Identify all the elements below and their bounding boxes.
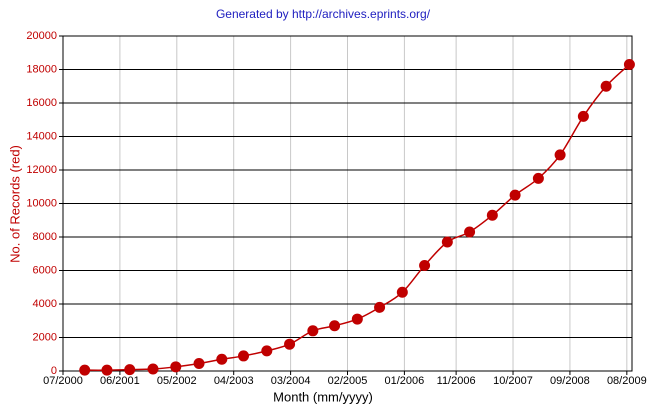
- x-tick-label: 02/2005: [328, 375, 368, 387]
- data-point: [554, 149, 566, 161]
- data-point: [351, 313, 363, 325]
- data-point: [147, 363, 159, 375]
- y-tick-label: 18000: [26, 63, 57, 75]
- y-tick-label: 0: [51, 365, 57, 377]
- x-tick-label: 07/2000: [43, 375, 83, 387]
- plot-frame: [62, 35, 633, 372]
- data-point: [396, 286, 408, 298]
- data-point: [600, 80, 612, 92]
- data-point: [238, 350, 250, 362]
- data-point: [441, 236, 453, 248]
- x-tick-label: 09/2008: [550, 375, 590, 387]
- data-point: [623, 58, 635, 70]
- x-tick-label: 03/2004: [271, 375, 311, 387]
- data-point: [79, 364, 91, 376]
- data-point: [170, 361, 182, 373]
- x-tick-label: 01/2006: [385, 375, 425, 387]
- y-tick-label: 4000: [33, 298, 57, 310]
- x-axis-label: Month (mm/yyyy): [273, 389, 373, 404]
- data-point: [261, 345, 273, 357]
- data-point: [193, 357, 205, 369]
- data-point: [124, 364, 136, 376]
- y-tick-label: 10000: [26, 197, 57, 209]
- x-tick-label: 05/2002: [157, 375, 197, 387]
- x-tick-label: 11/2006: [437, 375, 476, 387]
- data-point: [329, 320, 341, 332]
- data-point: [509, 189, 521, 201]
- y-tick-label: 2000: [33, 331, 57, 343]
- x-tick-label: 10/2007: [493, 375, 533, 387]
- y-axis-label: No. of Records (red): [7, 145, 22, 263]
- y-tick-label: 12000: [26, 164, 57, 176]
- data-point: [307, 325, 319, 337]
- data-point: [464, 226, 476, 238]
- y-tick-label: 20000: [26, 30, 57, 42]
- data-point: [486, 209, 498, 221]
- data-point: [374, 301, 386, 313]
- y-tick-label: 16000: [26, 97, 57, 109]
- data-point: [419, 259, 431, 271]
- data-point: [284, 338, 296, 350]
- chart-title: Generated by http://archives.eprints.org…: [216, 7, 431, 21]
- data-point: [532, 172, 544, 184]
- data-point: [101, 364, 113, 376]
- y-tick-label: 14000: [26, 130, 57, 142]
- y-tick-label: 6000: [33, 264, 57, 276]
- y-tick-label: 8000: [33, 231, 57, 243]
- data-point: [577, 110, 589, 122]
- x-tick-label: 06/2001: [100, 375, 140, 387]
- data-point: [216, 353, 228, 365]
- x-tick-label: 08/2009: [607, 375, 647, 387]
- x-tick-label: 04/2003: [214, 375, 254, 387]
